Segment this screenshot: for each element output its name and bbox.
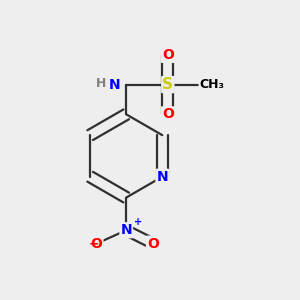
Text: N: N (120, 223, 132, 237)
Text: O: O (91, 237, 102, 250)
Text: N: N (156, 170, 168, 184)
Text: CH₃: CH₃ (199, 78, 224, 91)
Text: H: H (96, 76, 106, 90)
Text: +: + (134, 217, 142, 227)
Text: O: O (162, 48, 174, 62)
Text: N: N (109, 78, 120, 92)
Text: O: O (162, 107, 174, 121)
Text: O: O (147, 237, 159, 250)
Text: −: − (88, 237, 99, 250)
Text: S: S (162, 77, 173, 92)
